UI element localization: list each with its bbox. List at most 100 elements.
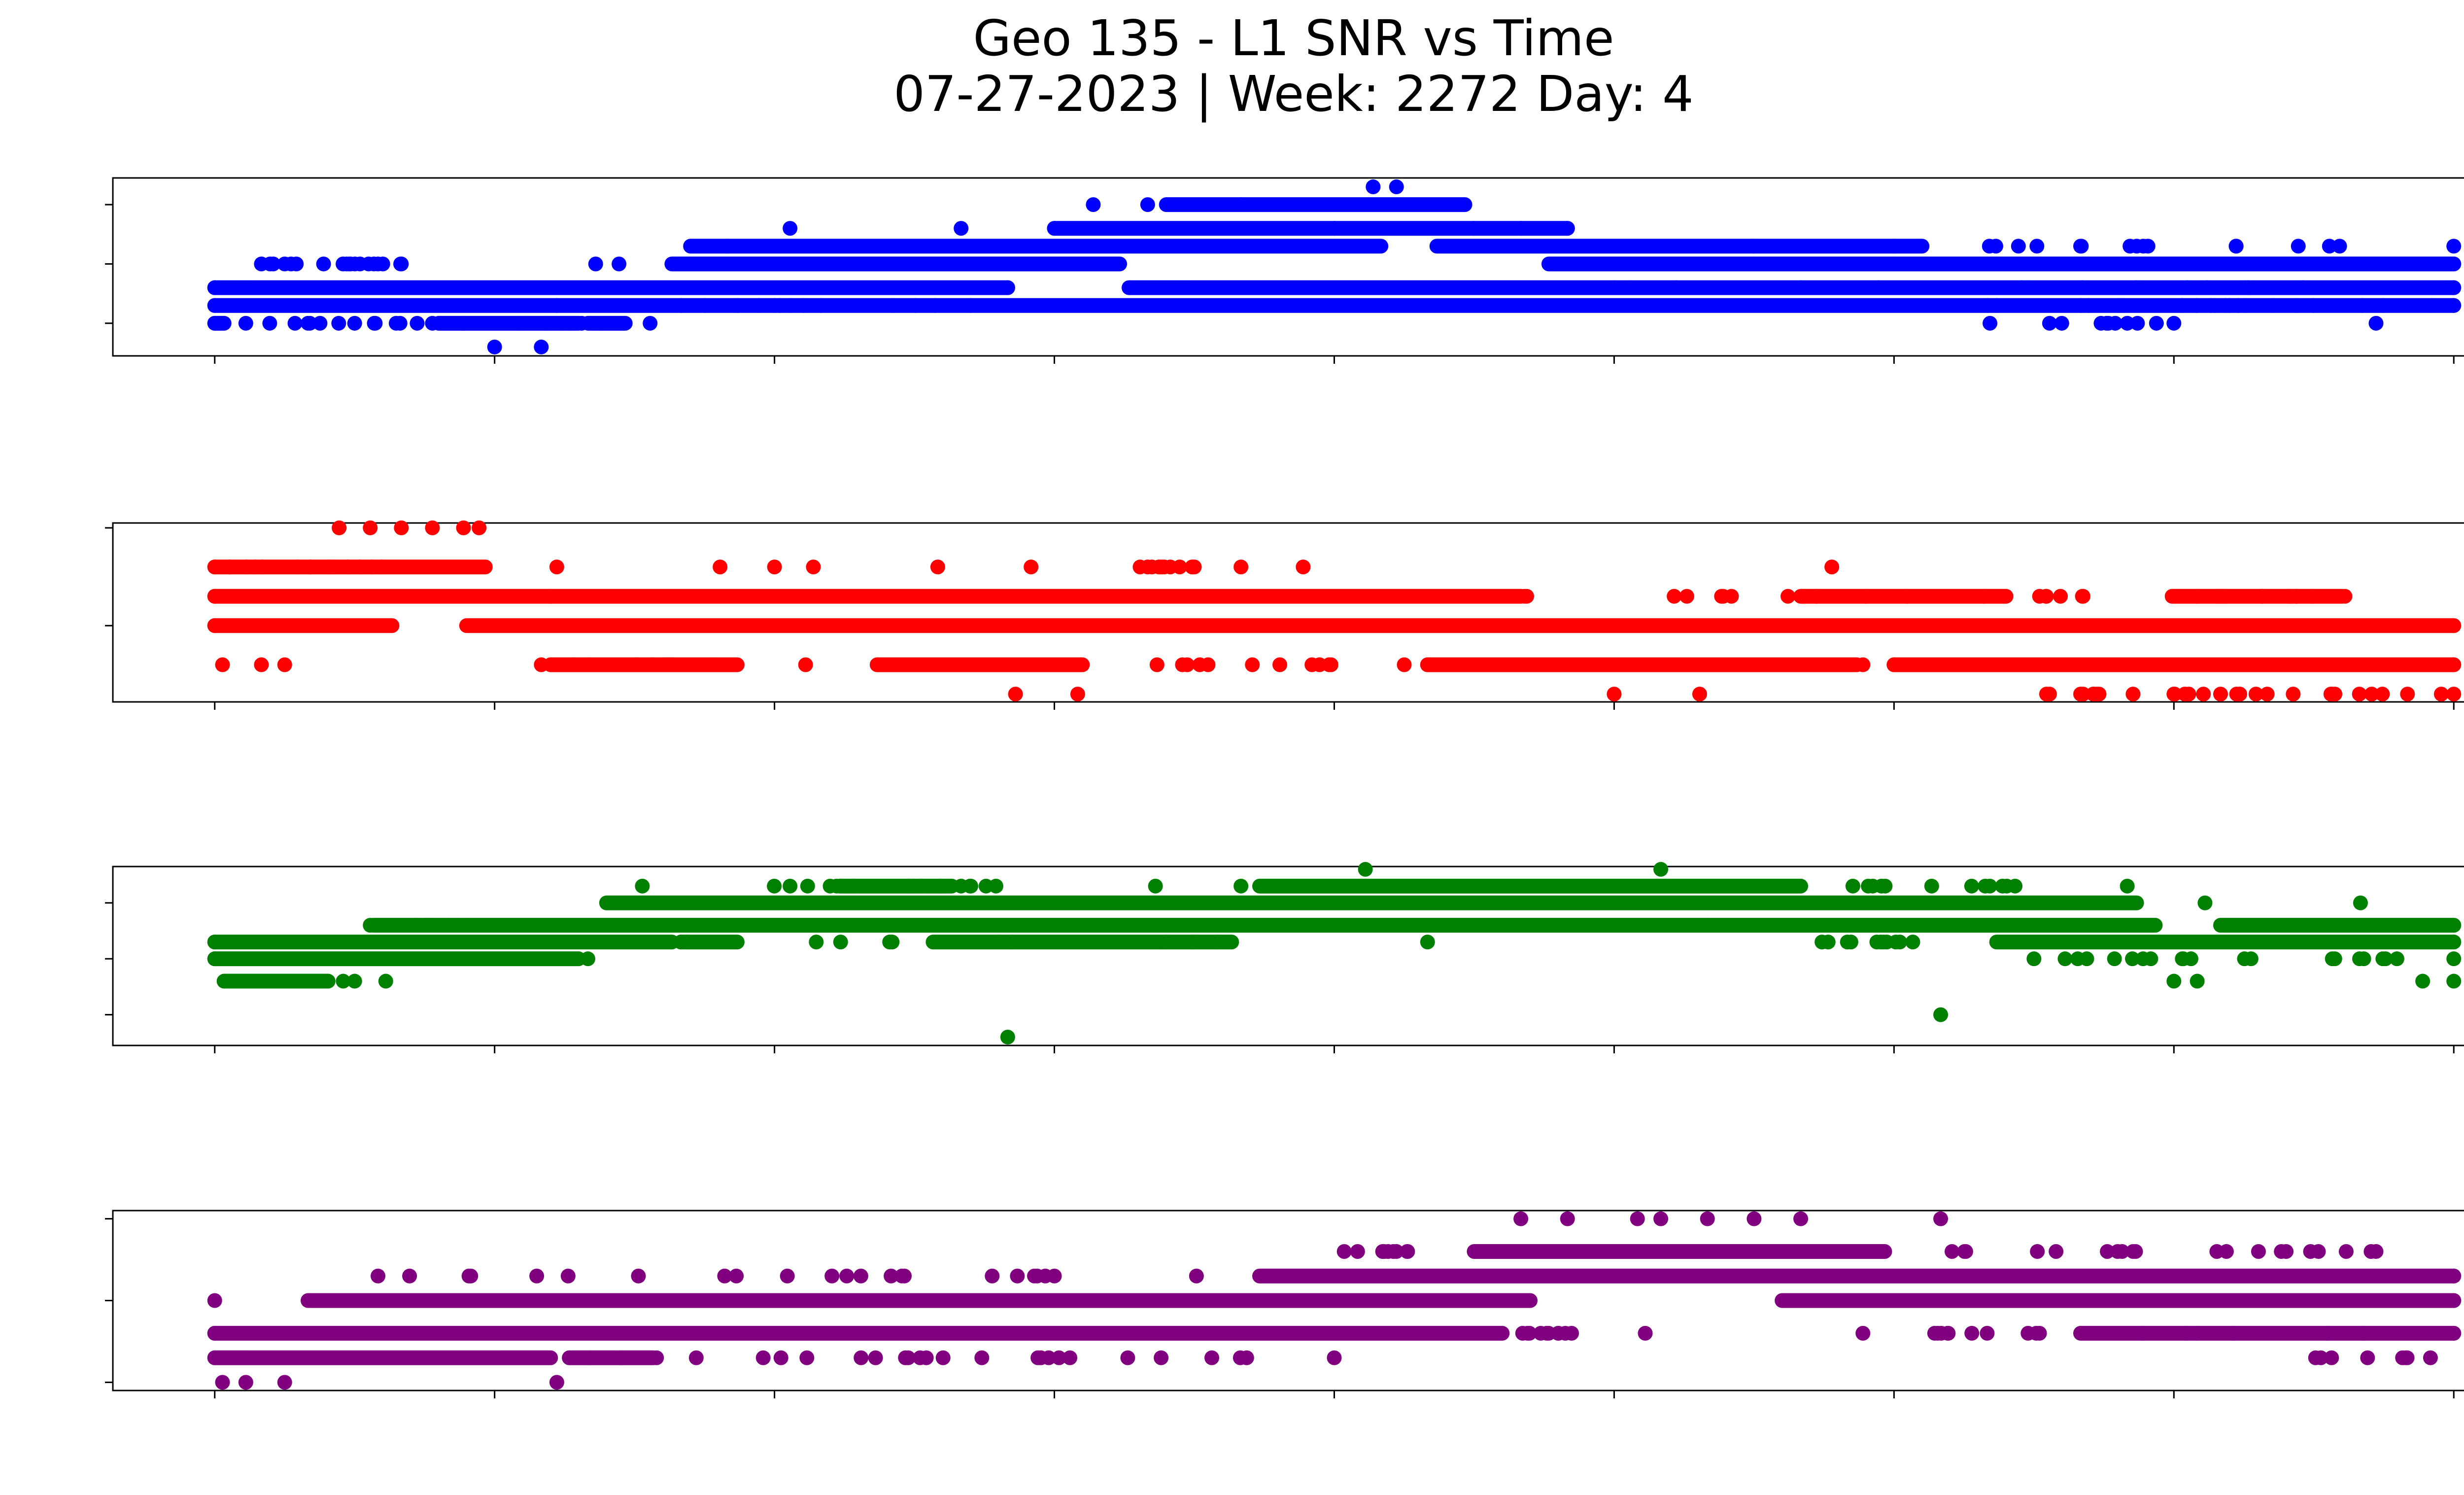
data-point <box>1679 589 1694 604</box>
data-point <box>908 298 923 313</box>
data-point <box>1933 1211 1949 1226</box>
data-point <box>2433 687 2449 702</box>
data-point <box>767 559 782 575</box>
data-point <box>2057 951 2073 967</box>
data-point <box>1327 1350 1342 1365</box>
data-point <box>1900 589 1915 604</box>
data-point <box>2125 951 2140 967</box>
data-point <box>347 973 362 989</box>
data-point <box>2295 280 2311 295</box>
data-point <box>1245 657 1260 672</box>
data-point <box>593 315 609 331</box>
data-point <box>207 935 222 950</box>
data-point <box>2306 298 2321 313</box>
data-point <box>364 559 379 575</box>
data-point <box>2241 280 2256 295</box>
data-point <box>2207 298 2223 313</box>
data-point <box>394 256 409 272</box>
data-point <box>2320 1325 2335 1341</box>
data-point <box>1793 280 1809 295</box>
data-point <box>767 878 782 894</box>
data-points <box>207 1211 2462 1390</box>
data-point <box>988 878 1003 894</box>
data-point <box>2355 298 2370 313</box>
data-point <box>930 559 945 575</box>
data-point <box>2190 973 2205 989</box>
data-point <box>2222 298 2237 313</box>
data-point <box>962 298 978 313</box>
data-point <box>2375 687 2390 702</box>
data-point <box>2289 298 2304 313</box>
data-point <box>2166 973 2182 989</box>
data-point <box>1336 1244 1352 1259</box>
data-point <box>720 239 735 254</box>
data-point <box>2446 1293 2462 1308</box>
data-point <box>2073 687 2088 702</box>
data-point <box>2213 687 2228 702</box>
data-point <box>2011 239 2026 254</box>
data-point <box>713 559 728 575</box>
data-point <box>1958 1244 1973 1259</box>
data-point <box>2446 935 2462 950</box>
subplot-panels <box>105 177 2464 1398</box>
data-point <box>1551 1325 1566 1341</box>
data-point <box>900 1350 916 1365</box>
data-point <box>2115 1244 2130 1259</box>
data-point <box>2225 1325 2241 1341</box>
data-point <box>1982 239 1997 254</box>
data-point <box>1794 589 1810 604</box>
data-point <box>2255 589 2270 604</box>
data-point <box>320 973 336 989</box>
data-point <box>540 315 555 331</box>
data-point <box>2327 951 2342 967</box>
data-point <box>1607 687 1622 702</box>
data-point <box>277 256 292 272</box>
data-point <box>1964 878 1979 894</box>
data-points <box>207 862 2462 1044</box>
data-point <box>549 559 564 575</box>
data-point <box>2360 1350 2375 1365</box>
data-point <box>2054 315 2069 331</box>
data-point <box>2375 298 2391 313</box>
data-point <box>1983 315 1998 331</box>
data-point <box>927 298 943 313</box>
data-point <box>408 918 423 933</box>
data-point <box>266 256 281 272</box>
data-point <box>277 657 292 672</box>
data-point <box>854 1350 869 1365</box>
data-point <box>1024 559 1039 575</box>
data-point <box>2032 589 2047 604</box>
data-point <box>402 1268 417 1284</box>
data-point <box>2130 315 2145 331</box>
data-point <box>287 315 303 331</box>
data-point <box>511 315 526 331</box>
data-point <box>254 256 269 272</box>
data-point <box>1976 589 1991 604</box>
data-point <box>472 520 487 535</box>
data-point <box>1272 657 1288 672</box>
data-point <box>2446 1325 2462 1341</box>
data-point <box>1047 221 1062 236</box>
data-point <box>215 657 230 672</box>
data-point <box>301 315 316 331</box>
data-point <box>363 520 378 535</box>
data-point <box>332 520 347 535</box>
data-point <box>2338 1244 2354 1259</box>
data-point <box>534 657 549 672</box>
data-point <box>954 878 969 894</box>
data-point <box>2446 973 2462 989</box>
data-point <box>2129 280 2144 295</box>
data-point <box>884 1268 899 1284</box>
data-point <box>2073 239 2088 254</box>
data-point <box>381 918 397 933</box>
data-point <box>1376 1244 1392 1259</box>
data-point <box>394 520 409 535</box>
data-point <box>1858 589 1874 604</box>
data-point <box>985 1268 1000 1284</box>
data-point <box>1622 280 1637 295</box>
data-point <box>1029 1268 1045 1284</box>
data-point <box>1172 559 1187 575</box>
data-point <box>1999 878 2015 894</box>
data-point <box>1397 657 1412 672</box>
